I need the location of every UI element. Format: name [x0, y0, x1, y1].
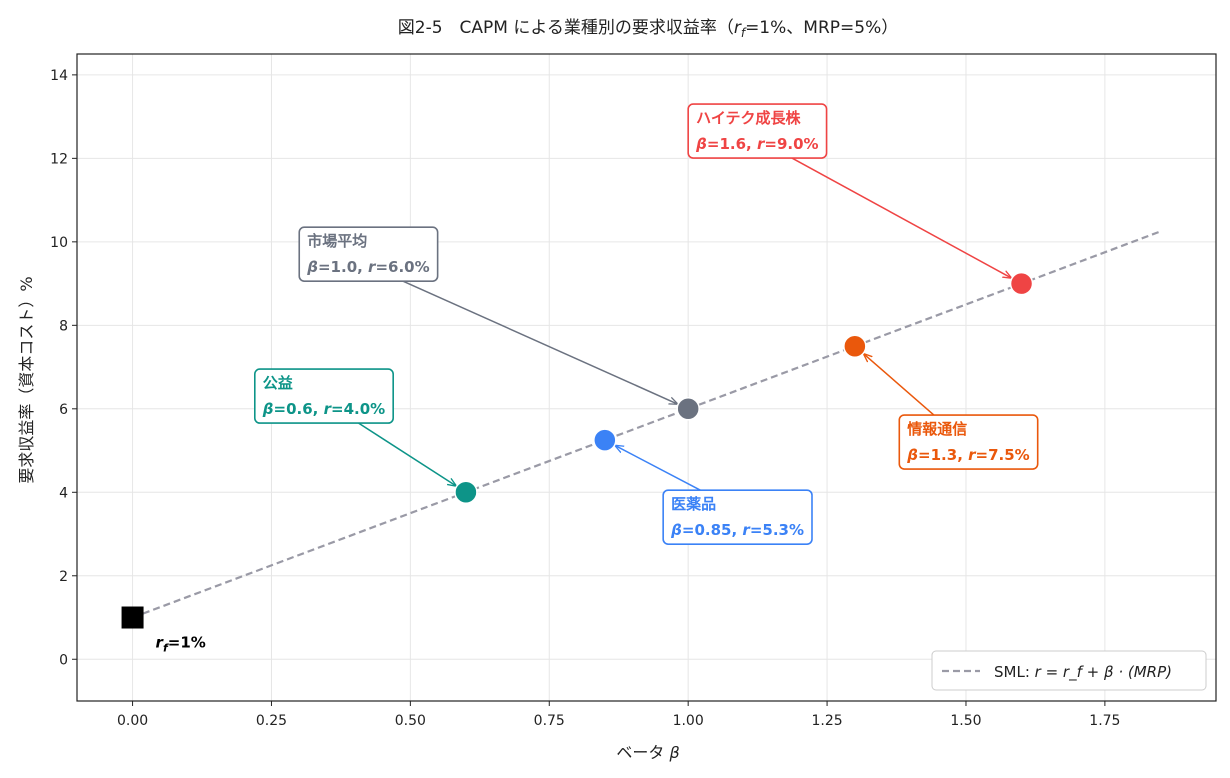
annotation-beta-symbol: β [695, 135, 707, 153]
annotation-r-value: =4.0% [331, 400, 385, 418]
annotation-2: 市場平均 β=1.0, r=6.0% [298, 226, 439, 282]
annotation-beta-value: =1.0, [318, 258, 368, 276]
legend-box [931, 650, 1207, 691]
annotation-r-value: =5.3% [750, 521, 804, 539]
annotation-r-symbol: r [368, 258, 377, 276]
annotation-detail: β=1.0, r=6.0% [306, 258, 429, 276]
annotation-name: 公益 [263, 374, 293, 392]
data-point [593, 428, 617, 452]
x-tick-label: 1.00 [673, 713, 704, 729]
annotation-box [687, 103, 828, 159]
y-axis-label: 要求収益率（資本コスト）% [17, 276, 36, 483]
annotation-r-symbol: r [742, 521, 751, 539]
annotation-detail: β=1.3, r=7.5% [906, 446, 1029, 464]
annotation-beta-value: =0.6, [274, 400, 324, 418]
x-tick-label: 0.00 [117, 713, 148, 729]
x-axis-label-text: ベータ [616, 743, 669, 762]
annotation-beta-value: =1.3, [918, 446, 968, 464]
annotation-beta-value: =1.6, [707, 135, 757, 153]
sml-layer [132, 230, 1161, 619]
annotation-arrow [864, 354, 935, 416]
annotation-detail: β=0.85, r=5.3% [670, 521, 804, 539]
annotation-box [253, 368, 394, 424]
annotation-beta-value: =0.85, [682, 521, 743, 539]
annotation-name: 情報通信 [907, 420, 967, 438]
y-tick-label: 10 [50, 235, 68, 251]
x-tick-label: 1.75 [1089, 713, 1120, 729]
legend-sml-label: SML: r = r_f + β · (MRP) [994, 663, 1172, 682]
annotation-name: ハイテク成長株 [696, 109, 801, 127]
y-tick-label: 12 [50, 151, 68, 167]
annotation-r-value: =9.0% [764, 135, 818, 153]
x-axis-label: ベータ β [616, 743, 679, 762]
risk-free-marker [121, 606, 144, 629]
x-tick-label: 0.50 [395, 713, 426, 729]
risk-free-f: f [163, 642, 169, 655]
sml-line [132, 230, 1161, 619]
x-axis-label-symbol: β [668, 743, 679, 762]
legend-sml-prefix: SML: [994, 663, 1035, 681]
y-tick-label: 14 [50, 68, 68, 84]
title-f-sub: f [741, 26, 747, 40]
legend: SML: r = r_f + β · (MRP) [931, 650, 1207, 691]
x-tick-label: 0.25 [256, 713, 287, 729]
annotation-arrow [402, 280, 677, 404]
annotation-arrow [358, 422, 456, 486]
plot-frame [76, 53, 1217, 702]
annotation-r-value: =6.0% [375, 258, 429, 276]
annotation-name: 市場平均 [307, 232, 367, 250]
annotation-detail: β=1.6, r=9.0% [695, 135, 818, 153]
data-point [843, 334, 867, 358]
arrow-layer [358, 157, 1011, 491]
grid-layer [77, 54, 1216, 701]
x-tick-label: 1.25 [811, 713, 842, 729]
title-suffix: =1%、MRP=5%） [745, 18, 898, 38]
tick-layer: 0.00 0.25 0.50 0.75 1.00 1.25 1.50 1.75 0 2 4 6 8 10 1… [50, 68, 1120, 729]
annotation-beta-symbol: β [670, 521, 682, 539]
y-tick-label: 8 [59, 318, 68, 334]
annotation-4: ハイテク成長株 β=1.6, r=9.0% [687, 103, 828, 159]
annotation-r-symbol: r [324, 400, 333, 418]
risk-free-label: rf=1% [156, 634, 206, 655]
y-tick-label: 4 [59, 485, 68, 501]
annotation-arrow [615, 446, 701, 491]
point-layer [121, 271, 1034, 629]
annotation-box [898, 414, 1039, 470]
title-prefix: 図2-5 CAPM による業種別の要求収益率（ [398, 18, 734, 38]
annotation-r-symbol: r [757, 135, 766, 153]
annotation-0: 公益 β=0.6, r=4.0% [253, 368, 394, 424]
data-point [454, 480, 478, 505]
annotation-beta-symbol: β [306, 258, 318, 276]
risk-free-r: r [156, 634, 165, 652]
annotation-detail: β=0.6, r=4.0% [262, 400, 385, 418]
annotation-1: 医薬品 β=0.85, r=5.3% [662, 489, 813, 545]
annotation-arrow [791, 157, 1011, 278]
annotation-box [298, 226, 439, 282]
annotation-name: 医薬品 [671, 495, 716, 513]
annotation-r-symbol: r [968, 446, 977, 464]
annotation-box [662, 489, 813, 545]
x-tick-label: 1.50 [950, 713, 981, 729]
y-tick-label: 0 [59, 652, 68, 668]
annotation-r-value: =7.5% [976, 446, 1030, 464]
legend-sml-formula: r = r_f + β · (MRP) [1035, 663, 1172, 682]
data-point [1009, 271, 1034, 296]
annotation-3: 情報通信 β=1.3, r=7.5% [898, 414, 1039, 470]
chart-title: 図2-5 CAPM による業種別の要求収益率（rf=1%、MRP=5%） [398, 18, 898, 40]
y-tick-label: 6 [59, 402, 68, 418]
annotation-beta-symbol: β [906, 446, 918, 464]
annotation-beta-symbol: β [262, 400, 274, 418]
risk-free-value: =1% [168, 634, 206, 652]
title-r-symbol: r [734, 18, 742, 38]
data-point [676, 397, 700, 421]
y-tick-label: 2 [59, 569, 68, 585]
x-tick-label: 0.75 [534, 713, 565, 729]
